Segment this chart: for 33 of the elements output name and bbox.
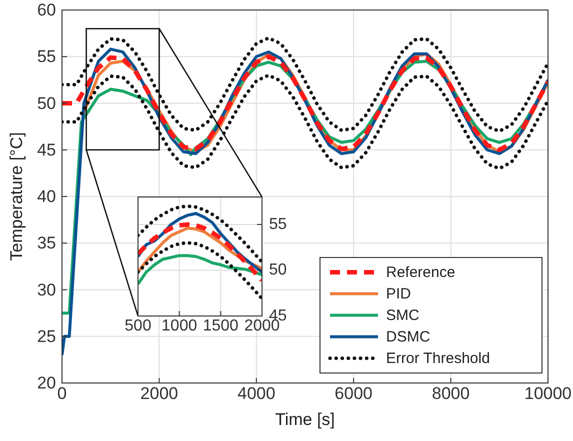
y-tick-label: 35	[37, 234, 56, 253]
x-tick-label: 1000	[162, 317, 198, 334]
legend-label: SMC	[386, 306, 420, 324]
x-tick-label: 2000	[140, 384, 178, 403]
y-axis-title: Temperature [°C]	[7, 132, 26, 261]
x-tick-label: 6000	[334, 384, 373, 403]
x-tick-label: 4000	[237, 384, 276, 403]
line-series	[138, 222, 262, 283]
y-tick-label: 55	[37, 47, 56, 66]
y-tick-label: 60	[37, 0, 56, 20]
y-tick-label: 50	[269, 262, 287, 279]
x-axis-title: Time [s]	[275, 410, 335, 429]
line-series	[62, 36, 548, 133]
x-tick-label: 1500	[202, 317, 239, 334]
x-tick-label: 10000	[524, 384, 572, 403]
x-tick-label: 0	[57, 384, 67, 403]
legend-label: PID	[386, 285, 412, 302]
y-tick-label: 40	[37, 187, 56, 206]
y-tick-label: 20	[37, 374, 56, 392]
legend-label: Reference	[386, 264, 456, 281]
y-tick-label: 25	[37, 326, 56, 346]
y-tick-label: 30	[37, 280, 56, 300]
line-series	[138, 204, 262, 264]
legend-label: DSMC	[386, 328, 430, 346]
line-series	[62, 74, 548, 170]
y-tick-label: 45	[37, 140, 56, 160]
line-series	[138, 254, 262, 286]
x-tick-label: 8000	[432, 384, 470, 403]
y-tick-label: 50	[37, 94, 56, 113]
y-tick-label: 55	[269, 216, 287, 233]
legend-label: Error Threshold	[386, 350, 490, 367]
line-series	[138, 241, 262, 300]
x-tick-label: 500	[124, 317, 152, 334]
